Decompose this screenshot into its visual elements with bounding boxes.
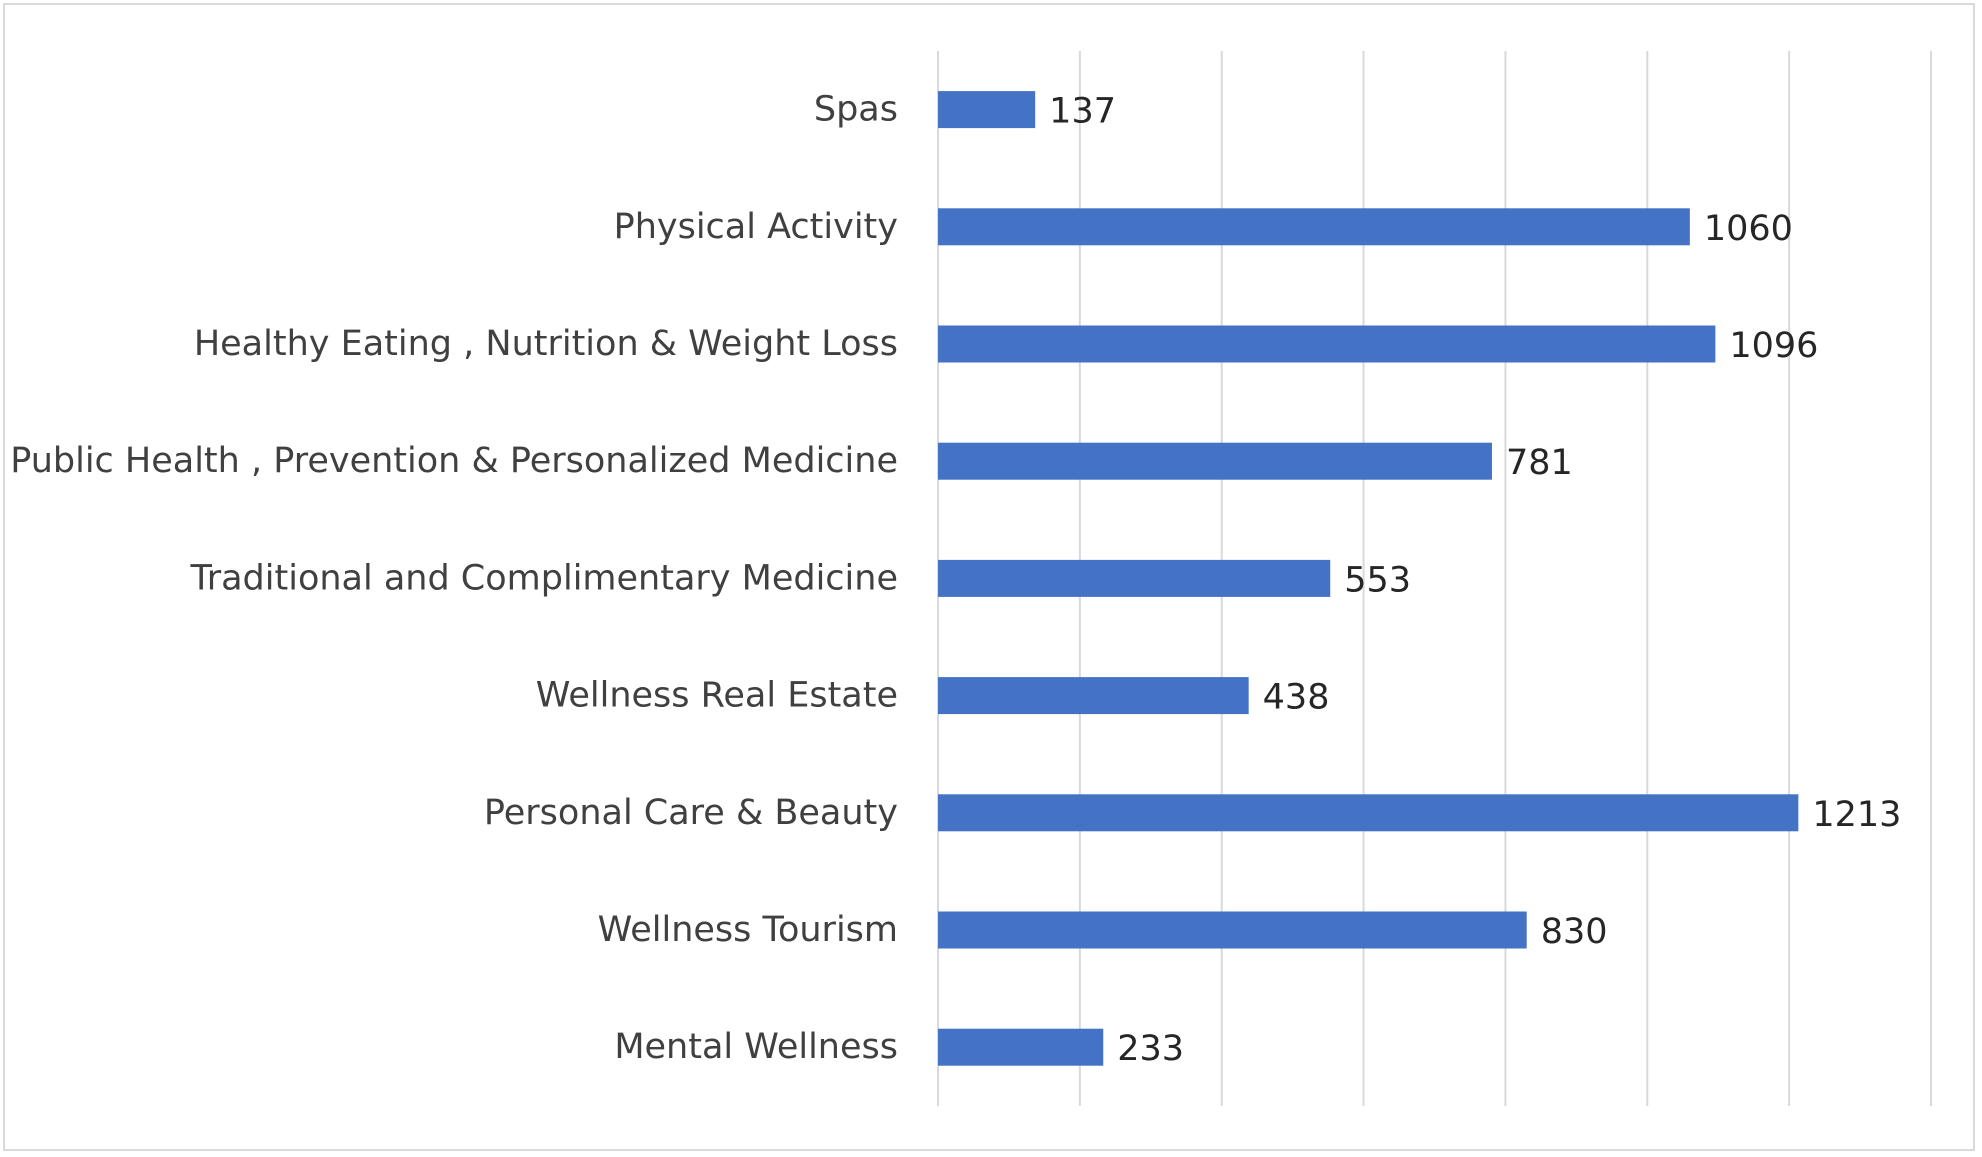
data-label-0: 137	[1049, 92, 1116, 132]
data-label-1: 1060	[1704, 209, 1793, 249]
bars	[938, 91, 1799, 1066]
bar-6	[938, 794, 1799, 832]
category-label-8: Mental Wellness	[614, 1027, 898, 1067]
data-label-7: 830	[1541, 912, 1608, 952]
category-label-1: Physical Activity	[614, 207, 898, 247]
bar-8	[938, 1028, 1104, 1066]
bar-7	[938, 911, 1527, 949]
category-label-4: Traditional and Complimentary Medicine	[189, 558, 898, 598]
category-label-7: Wellness Tourism	[598, 910, 898, 950]
category-label-2: Healthy Eating , Nutrition & Weight Loss	[194, 324, 898, 364]
bar-3	[938, 442, 1492, 480]
bar-2	[938, 325, 1716, 363]
data-label-8: 233	[1117, 1029, 1184, 1069]
data-label-2: 1096	[1729, 326, 1818, 366]
data-label-3: 781	[1506, 443, 1573, 483]
bar-5	[938, 677, 1249, 715]
category-label-5: Wellness Real Estate	[536, 676, 898, 716]
bar-4	[938, 559, 1331, 597]
data-label-4: 553	[1344, 560, 1411, 600]
bar-1	[938, 208, 1690, 246]
data-label-5: 438	[1263, 678, 1330, 718]
data-labels: 137 1060 1096 781 553 438 1213 830 233	[1049, 92, 1901, 1070]
data-label-6: 1213	[1812, 795, 1901, 835]
category-label-6: Personal Care & Beauty	[484, 793, 898, 833]
category-label-3: Public Health , Prevention & Personalize…	[10, 441, 898, 481]
bar-0	[938, 91, 1036, 129]
category-label-0: Spas	[814, 90, 898, 130]
category-labels: Spas Physical Activity Healthy Eating , Nu…	[10, 90, 898, 1068]
